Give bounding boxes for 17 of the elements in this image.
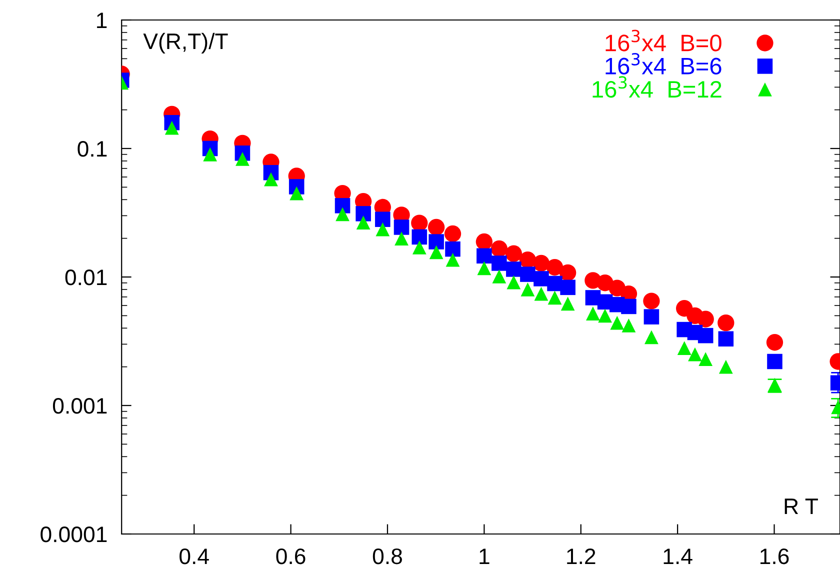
x-tick-label: 0.8 (372, 548, 402, 564)
y-tick-label: 1 (97, 12, 107, 28)
legend-label: 16$^{3}$x4 B=12 (592, 76, 722, 98)
x-tick-label: 0.6 (276, 548, 306, 564)
x-axis-title: R T (784, 498, 818, 514)
y-tick-label: 0.1 (78, 141, 107, 157)
x-tick-label: 0.4 (180, 548, 209, 564)
x-tick-label: 1.2 (567, 548, 596, 564)
x-tick-label: 1 (480, 548, 490, 564)
y-axis-title: V(R,T)/T (143, 32, 228, 54)
legend-label: 16$^{3}$x4 B=0 (606, 30, 722, 52)
y-tick-label: 0.01 (65, 270, 107, 286)
x-tick-label: 1.6 (760, 548, 789, 564)
y-tick-label: 0.001 (52, 398, 107, 414)
x-tick-label: 1.4 (664, 548, 692, 564)
y-tick-label: 0.0001 (40, 526, 107, 542)
legend-label: 16$^{3}$x4 B=6 (606, 52, 722, 75)
